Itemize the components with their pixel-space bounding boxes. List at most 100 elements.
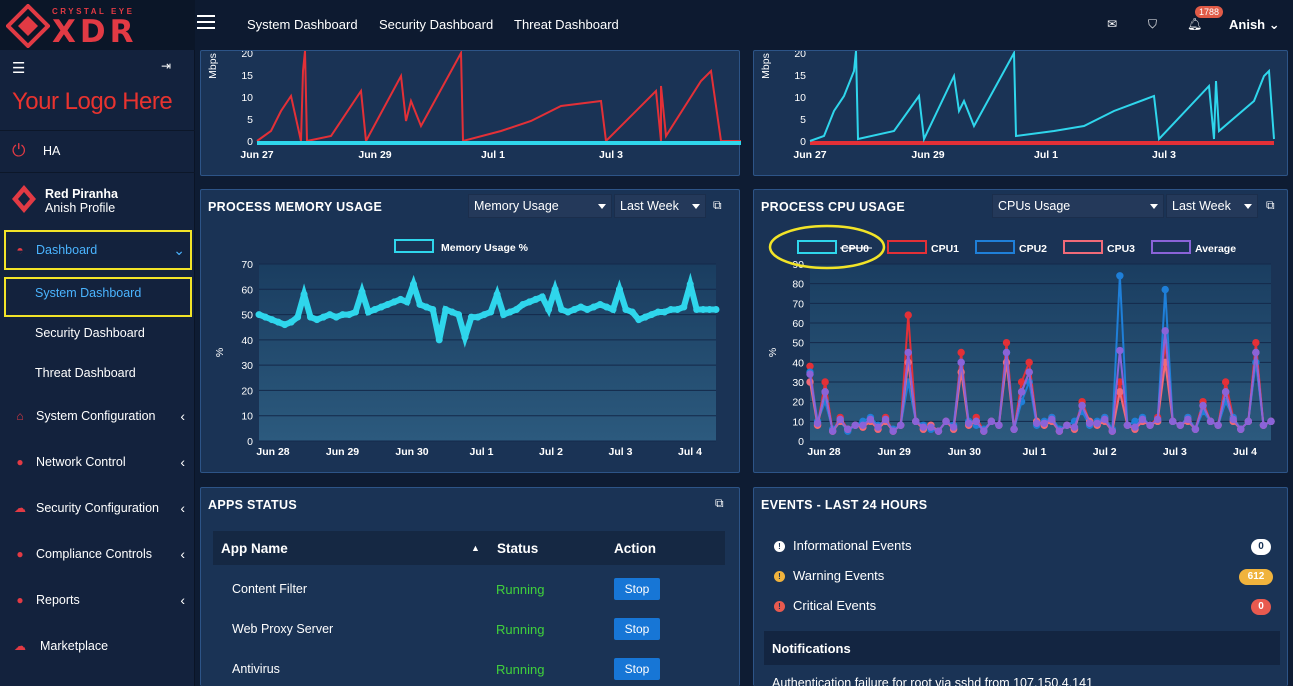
shield-icon[interactable]: ⛉ [1148, 17, 1158, 31]
stop-button[interactable]: Stop [614, 618, 660, 640]
panel-title: PROCESS MEMORY USAGE [208, 200, 383, 214]
stop-button[interactable]: Stop [614, 578, 660, 600]
y-tick-label: 0 [798, 436, 804, 448]
user-menu[interactable]: Anish ⌄ [1229, 17, 1280, 33]
external-link-icon[interactable]: ⧉ [1266, 198, 1275, 212]
chart-ytick: 0 [247, 136, 253, 148]
menu-toggle-icon[interactable] [197, 15, 215, 29]
bell-icon[interactable]: 🔔︎ [1187, 17, 1203, 31]
sidebar-item-compliance-controls[interactable]: ● Compliance Controls ‹ [0, 540, 195, 568]
x-tick-label: Jun 30 [395, 446, 428, 458]
data-point [551, 285, 559, 293]
data-point [828, 427, 837, 435]
y-tick-label: 20 [241, 385, 253, 397]
event-row-informational[interactable]: ! Informational Events 0 [774, 538, 1274, 560]
legend-swatch[interactable] [975, 240, 1015, 254]
column-header-action[interactable]: Action [614, 541, 656, 556]
plot-area [810, 264, 1271, 441]
process-cpu-panel: PROCESS CPU USAGE CPUs Usage Last Week ⧉… [753, 189, 1288, 473]
y-tick-label: 40 [241, 335, 253, 347]
data-point [965, 419, 973, 428]
memory-metric-select[interactable]: Memory Usage [468, 194, 612, 218]
mail-icon[interactable]: ✉ [1107, 17, 1118, 31]
external-link-icon[interactable]: ⧉ [715, 496, 724, 510]
x-tick-label: Jun 29 [326, 446, 359, 458]
data-point [1221, 388, 1230, 396]
sort-asc-icon[interactable]: ▲ [471, 543, 480, 553]
legend-swatch[interactable] [887, 240, 927, 254]
legend-label[interactable]: CPU0 [841, 243, 869, 255]
data-point [352, 308, 360, 316]
cloud-icon: ☁ [14, 501, 26, 515]
event-row-critical[interactable]: ! Critical Events 0 [774, 598, 1274, 620]
sidebar-item-network-control[interactable]: ● Network Control ‹ [0, 448, 195, 476]
legend-label[interactable]: Memory Usage % [441, 242, 529, 254]
tab-system-dashboard[interactable]: System Dashboard [247, 17, 358, 32]
sidebar-item-ha[interactable]: ⏻ HA [0, 130, 195, 170]
legend-swatch[interactable] [394, 239, 434, 253]
chart-xtick: Jul 1 [1034, 149, 1058, 161]
data-point [1237, 425, 1245, 433]
dashboard-icon: ◓ [16, 243, 24, 257]
x-tick-label: Jul 2 [1093, 446, 1117, 458]
tab-security-dashboard[interactable]: Security Dashboard [379, 17, 494, 32]
data-point [596, 300, 604, 308]
chart-ylabel: Mbps [760, 53, 772, 79]
sidebar-subitem-system-dashboard[interactable]: System Dashboard [35, 286, 142, 300]
notification-item[interactable]: Authentication failure for root via sshd… [772, 676, 1094, 686]
y-tick-label: 60 [241, 284, 253, 296]
legend-swatch[interactable] [1063, 240, 1103, 254]
stop-button[interactable]: Stop [614, 658, 660, 680]
legend-swatch[interactable] [797, 240, 837, 254]
sidebar-subitem-security-dashboard[interactable]: Security Dashboard [35, 326, 145, 340]
column-header-app-name[interactable]: App Name [221, 541, 288, 556]
tab-threat-dashboard[interactable]: Threat Dashboard [514, 17, 619, 32]
legend-label[interactable]: CPU1 [931, 243, 959, 255]
network-chart-left-svg: Mbps 20 15 10 5 0 Jun 27 Jun 29 Jul 1 Ju… [207, 48, 751, 161]
data-point [1116, 272, 1124, 280]
event-row-warning[interactable]: ! Warning Events 612 [774, 568, 1274, 590]
column-header-status[interactable]: Status [497, 541, 539, 556]
events-panel: EVENTS - LAST 24 HOURS ! Informational E… [753, 487, 1288, 686]
x-tick-label: Jul 3 [609, 446, 633, 458]
data-point [1267, 417, 1275, 426]
data-point [874, 423, 882, 431]
external-link-icon[interactable]: ⧉ [713, 198, 722, 212]
legend-swatch[interactable] [1151, 240, 1191, 254]
data-point [403, 298, 411, 306]
sidebar-item-reports[interactable]: ● Reports ‹ [0, 586, 195, 614]
sidebar-item-dashboard[interactable]: ◓ Dashboard ⌄ [0, 236, 195, 264]
home-icon: ⌂ [16, 409, 24, 423]
legend-label[interactable]: CPU3 [1107, 243, 1135, 255]
y-tick-label: 40 [792, 357, 804, 369]
highlight-box-dashboard [4, 230, 192, 270]
sidebar-subitem-threat-dashboard[interactable]: Threat Dashboard [35, 366, 136, 380]
data-point [326, 311, 334, 319]
sidebar-item-security-configuration[interactable]: ☁ Security Configuration ‹ [0, 494, 195, 522]
sidebar-item-system-configuration[interactable]: ⌂ System Configuration ‹ [0, 402, 195, 430]
data-point [1010, 425, 1018, 433]
legend-label[interactable]: Average [1195, 243, 1236, 255]
sidebar-item-label: Network Control [36, 455, 126, 469]
cpu-range-select[interactable]: Last Week [1166, 194, 1258, 218]
apps-status-panel: APPS STATUS ⧉ App Name ▲ Status Action C… [200, 487, 740, 686]
data-point [1131, 423, 1139, 431]
data-point [590, 303, 598, 311]
cpu-metric-select[interactable]: CPUs Usage [992, 194, 1164, 218]
sidebar-collapse-icon[interactable]: ☰ [12, 60, 26, 77]
sidebar-item-marketplace[interactable]: ☁ Marketplace [0, 632, 195, 660]
data-point [813, 419, 822, 428]
logout-icon[interactable]: ⇥ [161, 59, 172, 73]
sidebar-profile[interactable]: Red Piranha Anish Profile [0, 172, 195, 224]
data-point [934, 427, 943, 435]
memory-range-select[interactable]: Last Week [614, 194, 706, 218]
chart-xtick: Jul 3 [599, 149, 623, 161]
data-point [615, 285, 623, 293]
data-point [1108, 427, 1116, 435]
data-point [448, 308, 456, 316]
data-point [603, 303, 611, 311]
x-tick-label: Jun 29 [878, 446, 911, 458]
legend-label[interactable]: CPU2 [1019, 243, 1047, 255]
data-point [435, 336, 443, 344]
highlight-box-system-dashboard [4, 277, 192, 317]
